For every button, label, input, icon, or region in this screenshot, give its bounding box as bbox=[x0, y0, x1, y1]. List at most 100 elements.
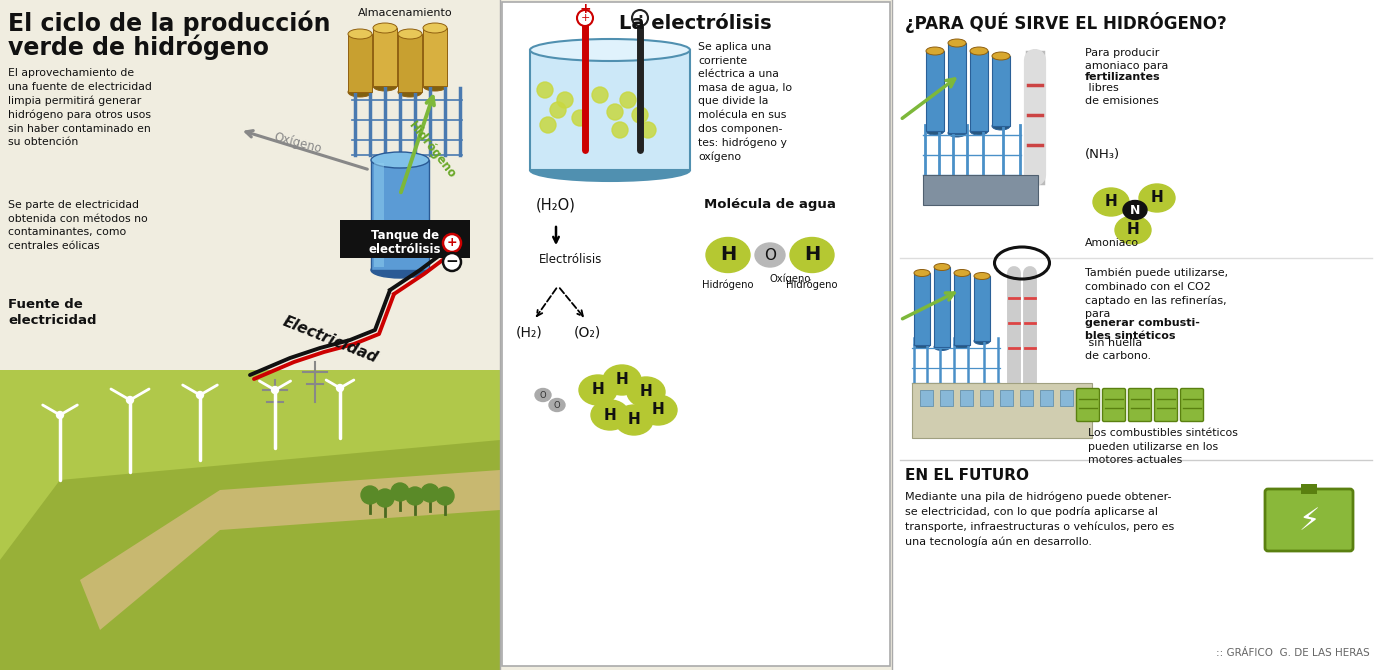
Text: Electricidad: Electricidad bbox=[280, 314, 379, 366]
Text: Hidrógeno: Hidrógeno bbox=[702, 280, 754, 291]
Ellipse shape bbox=[992, 52, 1010, 60]
Text: Mediante una pila de hidrógeno puede obtener-
se electricidad, con lo que podría: Mediante una pila de hidrógeno puede obt… bbox=[905, 492, 1175, 547]
Circle shape bbox=[640, 122, 655, 138]
Circle shape bbox=[405, 487, 425, 505]
Bar bbox=[960, 390, 973, 406]
FancyBboxPatch shape bbox=[1076, 389, 1099, 421]
Text: H: H bbox=[616, 373, 628, 387]
Text: Oxígeno: Oxígeno bbox=[272, 131, 323, 155]
Bar bbox=[530, 50, 690, 170]
Text: Hidrógeno: Hidrógeno bbox=[786, 280, 838, 291]
Circle shape bbox=[556, 92, 573, 108]
Bar bbox=[940, 390, 954, 406]
Bar bbox=[974, 276, 991, 341]
Bar bbox=[1059, 390, 1073, 406]
Circle shape bbox=[196, 391, 203, 399]
Text: ·: · bbox=[636, 6, 644, 30]
Ellipse shape bbox=[348, 87, 372, 97]
Bar bbox=[954, 273, 970, 345]
Circle shape bbox=[337, 385, 344, 391]
Text: H: H bbox=[628, 413, 640, 427]
Bar bbox=[948, 43, 966, 133]
Circle shape bbox=[442, 253, 462, 271]
Bar bbox=[970, 51, 988, 131]
Circle shape bbox=[607, 104, 622, 120]
Text: H: H bbox=[1150, 190, 1164, 206]
Text: (H₂): (H₂) bbox=[517, 326, 543, 340]
Text: Tanque de: Tanque de bbox=[371, 229, 440, 242]
Polygon shape bbox=[80, 470, 500, 630]
Text: (NH₃): (NH₃) bbox=[1085, 148, 1120, 161]
Circle shape bbox=[361, 486, 379, 504]
Bar bbox=[374, 163, 383, 267]
Text: Se aplica una
corriente
eléctrica a una
masa de agua, lo
que divide la
molécula : Se aplica una corriente eléctrica a una … bbox=[698, 42, 793, 162]
Text: H: H bbox=[1105, 194, 1117, 210]
Text: O: O bbox=[540, 391, 547, 399]
Ellipse shape bbox=[934, 344, 949, 350]
Ellipse shape bbox=[534, 389, 551, 401]
Ellipse shape bbox=[954, 342, 970, 348]
Ellipse shape bbox=[992, 122, 1010, 130]
Text: Molécula de agua: Molécula de agua bbox=[703, 198, 835, 211]
Circle shape bbox=[442, 234, 462, 252]
Bar bbox=[1020, 390, 1033, 406]
Text: H: H bbox=[1127, 222, 1139, 237]
Text: H: H bbox=[592, 383, 605, 397]
Bar bbox=[371, 160, 429, 270]
Circle shape bbox=[550, 102, 566, 118]
Text: Los combustibles sintéticos
pueden utilizarse en los
motores actuales: Los combustibles sintéticos pueden utili… bbox=[1088, 428, 1238, 465]
Ellipse shape bbox=[974, 338, 991, 344]
Bar bbox=[934, 267, 949, 347]
Text: ¿PARA QUÉ SIRVE EL HIDRÓGENO?: ¿PARA QUÉ SIRVE EL HIDRÓGENO? bbox=[905, 12, 1227, 33]
Text: Amoniaco: Amoniaco bbox=[1085, 238, 1139, 248]
Text: O: O bbox=[554, 401, 561, 409]
Circle shape bbox=[376, 489, 394, 507]
Polygon shape bbox=[0, 440, 500, 670]
Text: H: H bbox=[720, 245, 736, 265]
Ellipse shape bbox=[603, 365, 642, 395]
Text: N: N bbox=[1129, 204, 1140, 216]
Bar bbox=[992, 56, 1010, 126]
Circle shape bbox=[126, 397, 133, 403]
Bar bbox=[423, 28, 447, 86]
Bar bbox=[926, 51, 944, 131]
Ellipse shape bbox=[970, 127, 988, 135]
Bar bbox=[372, 28, 397, 86]
Text: (O₂): (O₂) bbox=[574, 326, 602, 340]
Ellipse shape bbox=[423, 81, 447, 91]
Text: H: H bbox=[640, 385, 653, 399]
Text: Para producir
amoniaco para: Para producir amoniaco para bbox=[1085, 48, 1168, 84]
Text: La electrólisis: La electrólisis bbox=[618, 14, 771, 33]
Ellipse shape bbox=[970, 47, 988, 55]
Bar bbox=[892, 0, 1374, 670]
Ellipse shape bbox=[550, 399, 565, 411]
Polygon shape bbox=[0, 370, 500, 670]
Ellipse shape bbox=[398, 87, 422, 97]
Text: H: H bbox=[804, 245, 820, 265]
Text: Electrólisis: Electrólisis bbox=[539, 253, 602, 266]
Text: H: H bbox=[651, 403, 665, 417]
Circle shape bbox=[592, 87, 609, 103]
Ellipse shape bbox=[530, 39, 690, 61]
FancyBboxPatch shape bbox=[1180, 389, 1204, 421]
Circle shape bbox=[56, 411, 63, 419]
Ellipse shape bbox=[914, 269, 930, 277]
Ellipse shape bbox=[639, 395, 677, 425]
Bar bbox=[1040, 390, 1052, 406]
Bar bbox=[348, 34, 372, 92]
Text: +: + bbox=[447, 237, 458, 249]
Text: O: O bbox=[764, 247, 776, 263]
Circle shape bbox=[272, 387, 279, 393]
Text: El ciclo de la producción: El ciclo de la producción bbox=[8, 10, 331, 36]
Bar bbox=[398, 34, 422, 92]
Ellipse shape bbox=[591, 400, 629, 430]
Ellipse shape bbox=[914, 342, 930, 348]
Bar bbox=[1000, 390, 1013, 406]
Bar bbox=[923, 175, 1037, 205]
Text: H: H bbox=[603, 407, 617, 423]
FancyBboxPatch shape bbox=[1102, 389, 1125, 421]
Ellipse shape bbox=[1114, 216, 1151, 244]
Text: EN EL FUTURO: EN EL FUTURO bbox=[905, 468, 1029, 483]
Text: Oxígeno: Oxígeno bbox=[769, 273, 811, 283]
Text: +: + bbox=[580, 2, 591, 16]
